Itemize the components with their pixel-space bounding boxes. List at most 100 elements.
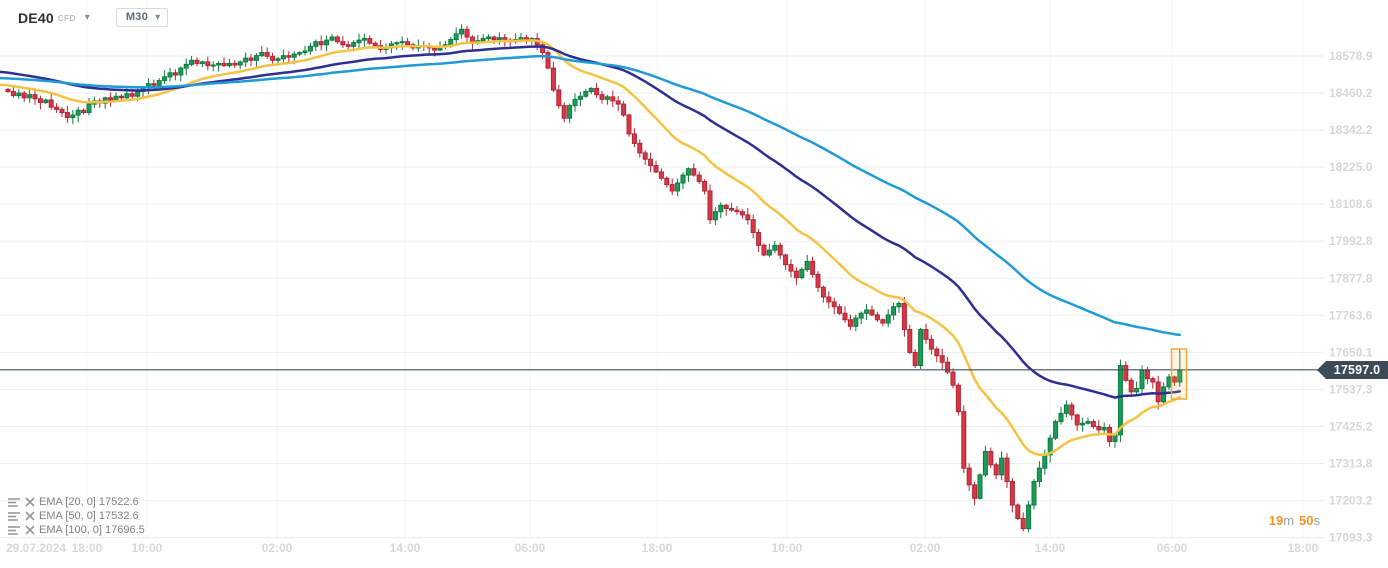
- candle-down: [783, 254, 789, 266]
- legend-row-ema20: EMA [20, 0] 17522.6: [8, 495, 145, 509]
- candle-down: [739, 211, 745, 216]
- candle-down: [788, 264, 794, 272]
- candle-up: [1058, 412, 1064, 423]
- candle-down: [696, 174, 702, 182]
- candle-up: [858, 312, 864, 319]
- candle-down: [270, 55, 276, 61]
- candle-up: [583, 91, 589, 97]
- countdown-seconds: 50: [1299, 513, 1314, 528]
- candle-down: [928, 338, 934, 350]
- candle-up: [329, 36, 335, 41]
- candle-down: [934, 348, 940, 357]
- candle-down: [594, 87, 600, 96]
- candle-down: [550, 67, 556, 91]
- candle-down: [10, 91, 16, 97]
- candle-up: [1166, 376, 1172, 388]
- candle-up: [16, 92, 22, 97]
- candle-up: [27, 94, 33, 99]
- candle-down: [334, 36, 340, 43]
- candle-up: [189, 59, 195, 65]
- timeframe-selector[interactable]: M30 ▾: [115, 8, 169, 27]
- indicator-remove-icon[interactable]: [25, 511, 35, 521]
- candle-down: [831, 301, 837, 308]
- candle-up: [885, 314, 891, 324]
- candle-up: [313, 41, 319, 47]
- candle-down: [793, 270, 799, 279]
- candle-up: [1139, 369, 1145, 390]
- price-axis-label: 18225.0: [1329, 160, 1373, 174]
- candle-down: [734, 209, 740, 213]
- candle-up: [1026, 504, 1032, 530]
- candle-up: [324, 39, 330, 46]
- candle-up: [216, 62, 222, 66]
- candle-up: [243, 57, 249, 63]
- candle-down: [842, 312, 848, 321]
- candle-down: [750, 219, 756, 234]
- candle-up: [237, 61, 243, 66]
- candle-up: [102, 97, 108, 104]
- indicator-remove-icon[interactable]: [25, 497, 35, 507]
- candle-up: [361, 38, 367, 41]
- candle-down: [172, 72, 178, 76]
- ema-50-line: [0, 45, 1182, 399]
- candle-down: [367, 38, 373, 44]
- candle-down: [1144, 369, 1150, 380]
- candle-up: [1101, 427, 1107, 431]
- price-axis-label: 17992.8: [1329, 234, 1373, 248]
- candle-down: [221, 62, 227, 67]
- candle-down: [464, 28, 470, 38]
- candle-up: [685, 168, 691, 176]
- candle-down: [691, 168, 697, 176]
- candle-down: [631, 133, 637, 144]
- candle-down: [745, 214, 751, 221]
- timeframe-value: M30: [125, 11, 149, 23]
- time-axis-label: 02:00: [910, 541, 941, 555]
- candle-up: [1053, 421, 1059, 439]
- candle-up: [399, 41, 405, 44]
- candle-down: [491, 36, 497, 41]
- indicator-remove-icon[interactable]: [25, 525, 35, 535]
- candle-up: [113, 95, 119, 101]
- candle-up: [43, 99, 49, 104]
- candle-up: [577, 95, 583, 100]
- candle-down: [108, 97, 114, 101]
- candle-down: [901, 303, 907, 331]
- candle-up: [135, 91, 141, 97]
- current-candle-highlight: [1170, 348, 1188, 400]
- candle-down: [615, 100, 621, 105]
- candle-up: [259, 52, 265, 57]
- indicator-settings-icon[interactable]: [8, 511, 21, 522]
- indicator-settings-icon[interactable]: [8, 525, 21, 536]
- candle-down: [961, 411, 967, 469]
- candle-up: [70, 114, 76, 119]
- candle-down: [561, 105, 567, 119]
- price-axis-label: 18342.2: [1329, 123, 1373, 137]
- candle-up: [253, 55, 259, 61]
- candle-down: [642, 152, 648, 160]
- candle-down: [1128, 379, 1134, 393]
- candle-up: [1117, 365, 1123, 436]
- candle-down: [669, 184, 675, 192]
- candle-up: [1063, 404, 1069, 414]
- candle-down: [205, 61, 211, 67]
- candle-down: [912, 351, 918, 367]
- candle-up: [453, 33, 459, 41]
- candle-up: [864, 309, 870, 314]
- candle-down: [907, 329, 913, 353]
- countdown-minutes: 19: [1268, 513, 1284, 528]
- candle-up: [977, 474, 983, 499]
- candle-down: [48, 99, 54, 108]
- indicator-settings-icon[interactable]: [8, 497, 21, 508]
- candle-down: [54, 106, 60, 110]
- instrument-dropdown-caret-icon[interactable]: ▾: [84, 12, 90, 23]
- candle-down: [37, 98, 43, 104]
- candle-down: [151, 83, 157, 86]
- candle-down: [1096, 426, 1102, 431]
- ema-20-line: [0, 39, 1182, 457]
- candle-down: [1009, 481, 1015, 506]
- price-axis-label: 17425.2: [1329, 419, 1373, 433]
- candle-down: [1004, 457, 1010, 483]
- candle-down: [599, 94, 605, 100]
